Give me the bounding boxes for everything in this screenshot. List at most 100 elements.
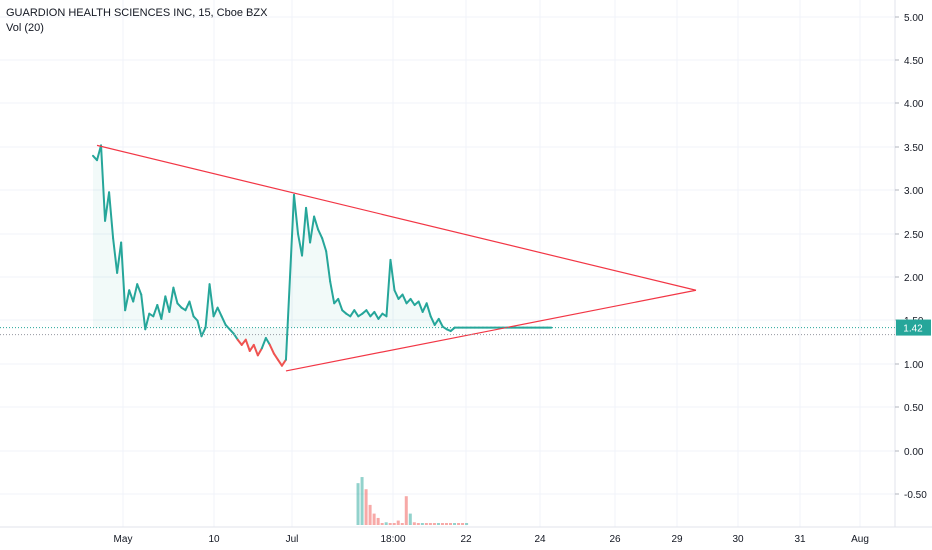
price-segment xyxy=(100,144,107,222)
volume-bars xyxy=(356,477,469,525)
y-tick-label: 3.50 xyxy=(904,143,924,154)
x-tick-label: Aug xyxy=(851,534,869,545)
price-segment xyxy=(301,206,308,257)
trend-line[interactable] xyxy=(285,289,697,372)
trend-lines[interactable] xyxy=(96,144,697,372)
price-segment xyxy=(437,317,444,328)
symbol-title[interactable]: GUARDION HEALTH SCIENCES INC, 15, Cboe B… xyxy=(6,7,268,19)
volume-bar xyxy=(360,477,364,525)
price-segment xyxy=(212,306,219,318)
price-segment xyxy=(393,289,400,300)
volume-bar xyxy=(392,523,396,525)
price-segment xyxy=(196,319,203,338)
volume-bar xyxy=(428,523,432,525)
volume-bar xyxy=(400,523,404,525)
volume-bar xyxy=(384,522,388,525)
last-price-line xyxy=(0,327,895,336)
volume-bar xyxy=(364,489,368,525)
volume-bar xyxy=(396,520,400,525)
y-tick-label: -0.50 xyxy=(904,490,927,501)
price-segment xyxy=(389,258,396,292)
y-tick-label: 1.00 xyxy=(904,360,924,371)
price-segment xyxy=(288,193,295,279)
price-segment xyxy=(425,302,432,318)
price-segment xyxy=(272,352,279,361)
price-segment xyxy=(417,300,424,313)
price-segment xyxy=(144,312,151,331)
price-segment xyxy=(421,302,428,313)
price-segment xyxy=(216,306,223,318)
price-segment xyxy=(260,336,267,350)
volume-bar xyxy=(444,523,448,525)
legend: GUARDION HEALTH SCIENCES INC, 15, Cboe B… xyxy=(6,6,267,36)
price-segment xyxy=(353,309,360,318)
volume-bar xyxy=(388,523,392,525)
x-tick-label: 22 xyxy=(460,534,472,545)
volume-bar xyxy=(376,517,380,525)
x-tick-label: 18:00 xyxy=(380,534,405,545)
price-segment xyxy=(104,191,111,222)
volume-bar xyxy=(440,523,444,525)
y-tick-label: 4.50 xyxy=(904,56,924,67)
volume-bar xyxy=(465,523,469,525)
grid xyxy=(0,0,932,528)
price-segment xyxy=(433,317,440,326)
price-segment xyxy=(305,206,312,244)
price-segment xyxy=(365,309,372,318)
y-tick-label: 2.00 xyxy=(904,273,924,284)
x-tick-label: May xyxy=(114,534,133,545)
price-segment xyxy=(276,358,283,367)
price-segment xyxy=(284,276,291,361)
y-tick-label: 2.50 xyxy=(904,230,924,241)
price-segment xyxy=(164,295,171,313)
volume-bar xyxy=(380,523,384,525)
volume-bar xyxy=(461,523,465,525)
price-segment xyxy=(128,289,135,303)
price-segment xyxy=(168,286,175,313)
x-tick-label: 10 xyxy=(208,534,220,545)
price-segment xyxy=(256,347,263,357)
volume-bar xyxy=(432,523,436,525)
x-tick-label: 30 xyxy=(732,534,744,545)
price-segment xyxy=(208,283,215,318)
price-segment xyxy=(108,191,115,240)
price-segment xyxy=(317,228,324,240)
price-segment xyxy=(321,237,328,253)
price-segment xyxy=(188,300,195,318)
price-segment xyxy=(152,304,159,318)
price-segment xyxy=(120,241,127,312)
price-segment xyxy=(429,315,436,326)
price-segment xyxy=(204,283,211,329)
y-tick-label: 0.50 xyxy=(904,403,924,414)
y-tick-label: 0.00 xyxy=(904,447,924,458)
volume-bar xyxy=(424,523,428,525)
x-tick-label: 26 xyxy=(609,534,621,545)
y-tick-label: 5.00 xyxy=(904,13,924,24)
price-segment xyxy=(401,293,408,305)
price-segment xyxy=(220,315,227,326)
price-segment xyxy=(124,289,131,312)
price-segment xyxy=(373,310,380,320)
volume-bar xyxy=(412,522,416,525)
price-segment xyxy=(385,258,392,318)
y-tick-label: 4.00 xyxy=(904,99,924,110)
price-segment xyxy=(377,312,384,320)
volume-bar xyxy=(404,496,408,525)
price-badge-label: 1.42 xyxy=(903,324,923,335)
price-segment xyxy=(325,250,332,283)
volume-bar xyxy=(408,513,412,525)
volume-bar xyxy=(453,523,457,525)
price-segment xyxy=(160,295,167,320)
volume-bar xyxy=(457,523,461,525)
x-axis-ticks: May 10 Jul 18:00 22 24 26 29 30 31 Aug xyxy=(114,534,869,545)
price-segment xyxy=(252,343,259,357)
price-segment xyxy=(200,326,207,338)
price-segment xyxy=(184,300,191,312)
x-tick-label: 24 xyxy=(534,534,546,545)
volume-bar xyxy=(356,483,360,525)
indicator-label[interactable]: Vol (20) xyxy=(6,22,44,34)
trend-line[interactable] xyxy=(96,144,697,291)
price-segment xyxy=(409,297,416,307)
volume-bar xyxy=(368,504,372,525)
